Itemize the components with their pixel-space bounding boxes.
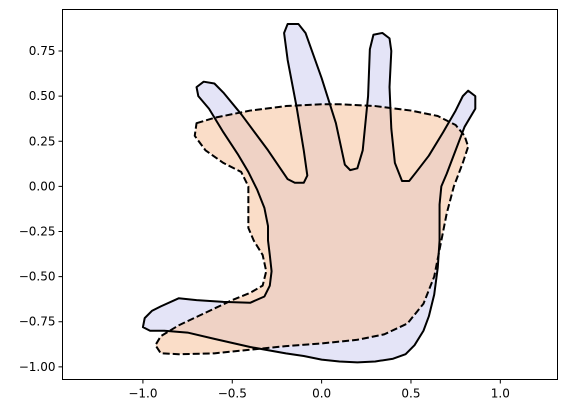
- y-tick-label: −0.50: [19, 270, 56, 284]
- y-tick-label: 0.50: [29, 89, 56, 103]
- x-tick-label: −1.0: [128, 387, 157, 401]
- series-layer: [143, 24, 475, 362]
- x-tick-label: 1.0: [491, 387, 510, 401]
- x-tick-label: 0.0: [312, 387, 331, 401]
- y-tick-label: −0.25: [19, 225, 56, 239]
- y-tick-label: 0.75: [29, 44, 56, 58]
- x-axis: −1.0 −0.5 0.0 0.5 1.0: [128, 380, 510, 401]
- x-tick-label: 0.5: [401, 387, 420, 401]
- y-tick-label: −1.00: [19, 360, 56, 374]
- y-axis: 0.75 0.50 0.25 0.00 −0.25 −0.50 −0.75 −1.00: [19, 44, 63, 374]
- y-tick-label: 0.25: [29, 134, 56, 148]
- y-tick-label: −0.75: [19, 315, 56, 329]
- y-tick-label: 0.00: [29, 179, 56, 193]
- x-tick-label: −0.5: [218, 387, 247, 401]
